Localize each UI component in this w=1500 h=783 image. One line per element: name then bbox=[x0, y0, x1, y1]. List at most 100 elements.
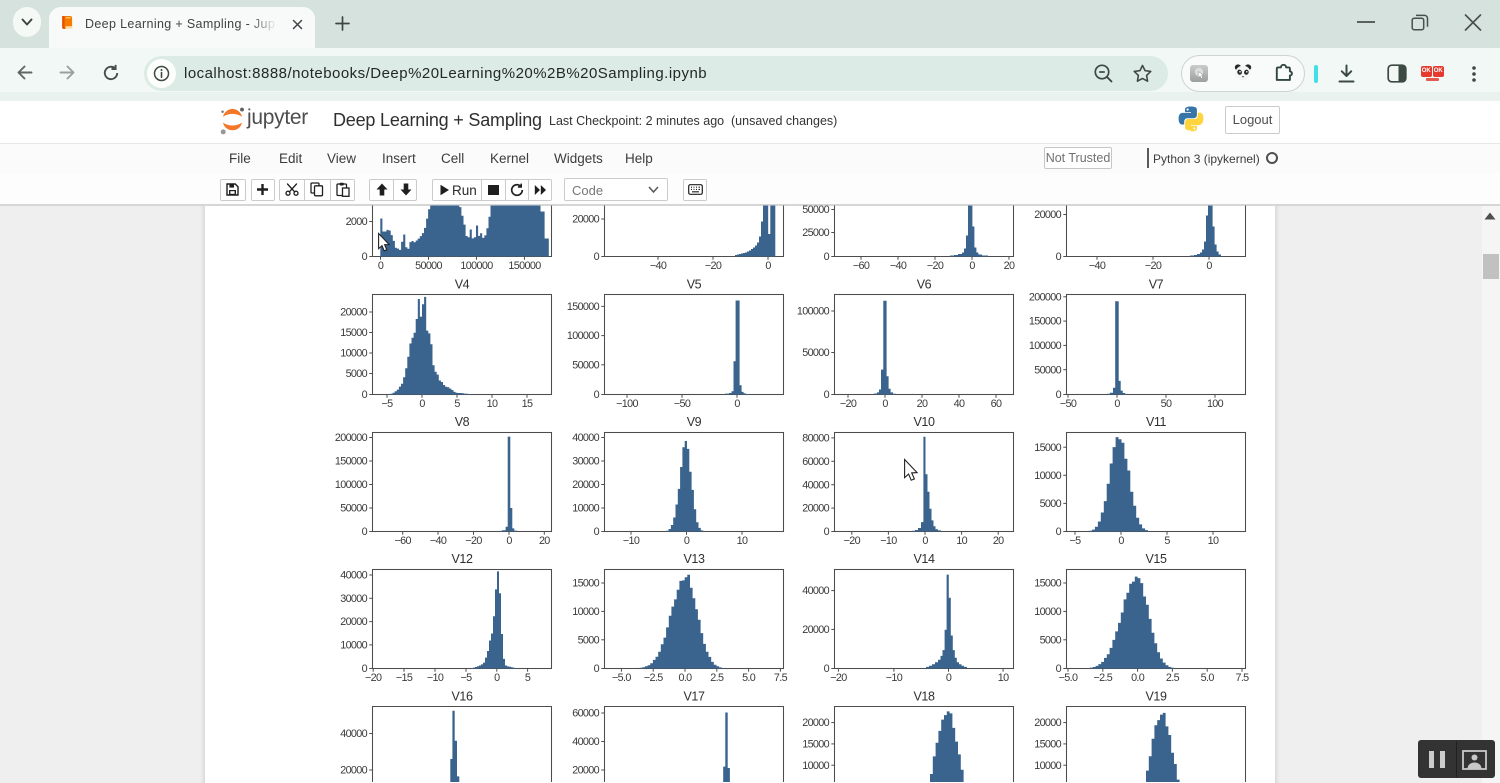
svg-text:0: 0 bbox=[824, 526, 830, 538]
svg-text:0: 0 bbox=[882, 398, 888, 410]
svg-text:V17: V17 bbox=[683, 690, 704, 704]
svg-text:10: 10 bbox=[487, 398, 498, 410]
svg-text:5: 5 bbox=[1164, 535, 1170, 547]
svg-text:2000: 2000 bbox=[346, 216, 368, 228]
svg-text:0: 0 bbox=[1206, 260, 1212, 272]
svg-text:V8: V8 bbox=[455, 415, 470, 429]
svg-text:20000: 20000 bbox=[1034, 717, 1061, 729]
svg-text:−10: −10 bbox=[427, 672, 444, 684]
svg-text:−10: −10 bbox=[886, 672, 903, 684]
svg-text:−20: −20 bbox=[844, 535, 861, 547]
svg-text:40000: 40000 bbox=[572, 432, 599, 444]
svg-text:0: 0 bbox=[1056, 526, 1062, 538]
svg-text:0: 0 bbox=[594, 663, 600, 675]
svg-text:100000: 100000 bbox=[460, 260, 493, 272]
svg-text:0: 0 bbox=[594, 389, 600, 401]
svg-text:−20: −20 bbox=[465, 535, 482, 547]
svg-text:5000: 5000 bbox=[578, 634, 600, 646]
svg-text:−5.0: −5.0 bbox=[612, 672, 631, 684]
svg-text:10000: 10000 bbox=[1034, 760, 1061, 772]
svg-text:0: 0 bbox=[362, 389, 368, 401]
svg-text:10000: 10000 bbox=[1034, 470, 1061, 482]
svg-text:7.5: 7.5 bbox=[1235, 672, 1249, 684]
svg-text:50000: 50000 bbox=[572, 359, 599, 371]
svg-text:40000: 40000 bbox=[340, 728, 367, 740]
svg-text:200000: 200000 bbox=[335, 432, 368, 444]
svg-text:0.0: 0.0 bbox=[678, 672, 692, 684]
svg-text:0: 0 bbox=[494, 672, 500, 684]
svg-text:V13: V13 bbox=[683, 552, 704, 566]
svg-text:10: 10 bbox=[998, 672, 1009, 684]
svg-text:5000: 5000 bbox=[346, 368, 368, 380]
svg-text:−10: −10 bbox=[880, 535, 897, 547]
svg-text:−50: −50 bbox=[674, 398, 691, 410]
svg-text:−40: −40 bbox=[890, 260, 907, 272]
svg-text:20: 20 bbox=[539, 535, 550, 547]
svg-text:−50: −50 bbox=[1060, 398, 1077, 410]
svg-text:20000: 20000 bbox=[802, 624, 829, 636]
svg-text:0: 0 bbox=[378, 260, 384, 272]
svg-text:V19: V19 bbox=[1145, 690, 1166, 704]
svg-text:20000: 20000 bbox=[340, 616, 367, 628]
svg-text:5.0: 5.0 bbox=[742, 672, 756, 684]
svg-text:150000: 150000 bbox=[1029, 316, 1062, 328]
svg-text:15000: 15000 bbox=[802, 739, 829, 751]
svg-text:25000: 25000 bbox=[802, 227, 829, 239]
svg-text:V18: V18 bbox=[913, 690, 934, 704]
svg-text:50000: 50000 bbox=[340, 503, 367, 515]
svg-text:0: 0 bbox=[734, 398, 740, 410]
svg-text:40000: 40000 bbox=[572, 736, 599, 748]
svg-text:−20: −20 bbox=[840, 398, 857, 410]
svg-text:30000: 30000 bbox=[572, 456, 599, 468]
svg-text:40000: 40000 bbox=[802, 479, 829, 491]
svg-text:−5: −5 bbox=[1069, 535, 1081, 547]
svg-text:5000: 5000 bbox=[1040, 634, 1062, 646]
svg-text:−2.5: −2.5 bbox=[1093, 672, 1112, 684]
svg-text:0: 0 bbox=[946, 672, 952, 684]
svg-text:15000: 15000 bbox=[1034, 442, 1061, 454]
svg-text:V15: V15 bbox=[1145, 552, 1166, 566]
svg-text:20000: 20000 bbox=[802, 717, 829, 729]
svg-text:−5: −5 bbox=[381, 398, 393, 410]
svg-text:100000: 100000 bbox=[335, 479, 368, 491]
svg-text:−60: −60 bbox=[853, 260, 870, 272]
svg-text:0: 0 bbox=[594, 251, 600, 263]
svg-text:0: 0 bbox=[824, 251, 830, 263]
svg-text:80000: 80000 bbox=[802, 433, 829, 445]
svg-text:20000: 20000 bbox=[802, 503, 829, 515]
svg-text:15000: 15000 bbox=[572, 578, 599, 590]
svg-text:20: 20 bbox=[1004, 260, 1015, 272]
svg-text:−100: −100 bbox=[616, 398, 638, 410]
svg-text:20000: 20000 bbox=[1034, 209, 1061, 221]
svg-text:10000: 10000 bbox=[1034, 606, 1061, 618]
svg-text:−40: −40 bbox=[650, 260, 667, 272]
svg-text:−15: −15 bbox=[396, 672, 413, 684]
svg-text:150000: 150000 bbox=[567, 301, 600, 313]
svg-text:5000: 5000 bbox=[1040, 498, 1062, 510]
svg-text:−20: −20 bbox=[1145, 260, 1162, 272]
svg-text:0: 0 bbox=[419, 398, 425, 410]
svg-text:50: 50 bbox=[1161, 398, 1172, 410]
svg-text:50000: 50000 bbox=[802, 347, 829, 359]
svg-text:50000: 50000 bbox=[1034, 364, 1061, 376]
svg-text:V12: V12 bbox=[451, 552, 472, 566]
svg-text:0: 0 bbox=[594, 526, 600, 538]
svg-text:−5: −5 bbox=[460, 672, 472, 684]
svg-text:0: 0 bbox=[362, 251, 368, 263]
svg-text:−60: −60 bbox=[395, 535, 412, 547]
svg-text:−20: −20 bbox=[365, 672, 382, 684]
svg-text:0: 0 bbox=[765, 260, 771, 272]
svg-text:20000: 20000 bbox=[340, 765, 367, 777]
svg-text:20000: 20000 bbox=[340, 307, 367, 319]
svg-text:0: 0 bbox=[362, 526, 368, 538]
svg-text:200000: 200000 bbox=[1029, 291, 1062, 303]
svg-text:15000: 15000 bbox=[1034, 578, 1061, 590]
svg-text:150000: 150000 bbox=[335, 456, 368, 468]
svg-text:5.0: 5.0 bbox=[1201, 672, 1215, 684]
svg-text:40000: 40000 bbox=[802, 585, 829, 597]
svg-text:0: 0 bbox=[1114, 398, 1120, 410]
svg-text:10000: 10000 bbox=[802, 760, 829, 772]
svg-text:7.5: 7.5 bbox=[774, 672, 788, 684]
svg-text:10000: 10000 bbox=[340, 348, 367, 360]
svg-text:150000: 150000 bbox=[508, 260, 541, 272]
